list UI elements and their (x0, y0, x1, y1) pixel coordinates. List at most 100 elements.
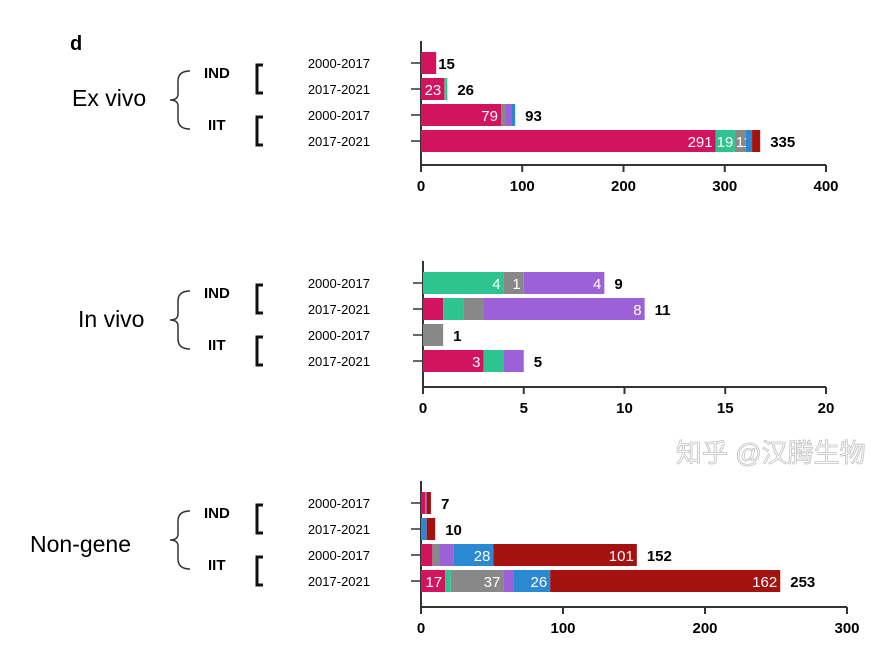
x-tick-label: 0 (417, 178, 425, 195)
segment-label: 4 (492, 276, 500, 293)
row-label: 2000-2017 (308, 496, 370, 511)
bar-segment-blue (746, 130, 753, 152)
bar-segment-gray (500, 104, 506, 126)
bar-segment-gray (450, 570, 504, 592)
row-label: 2000-2017 (308, 108, 370, 123)
segment-label: 28 (474, 548, 491, 565)
total-label: 10 (445, 522, 462, 539)
total-label: 15 (438, 56, 455, 73)
x-tick-label: 20 (818, 400, 835, 417)
bar-segment-magenta (423, 298, 444, 320)
group-label: In vivo (78, 306, 144, 332)
bracket (255, 63, 263, 95)
segment-label: 19 (717, 134, 734, 151)
bar-segment-gray (444, 78, 446, 100)
bar-segment-magenta (421, 130, 716, 152)
panel-non-gene: Non-gene 0 100 200 300 IND 2000-2017 7 2017-2021… (30, 481, 860, 637)
segment-label: 37 (484, 574, 501, 591)
bar-segment-magenta (421, 544, 433, 566)
bar-segment-magenta (421, 492, 426, 514)
bar-segment-green (445, 570, 451, 592)
curly-brace (169, 290, 191, 350)
bar-segment-darkred (426, 492, 431, 514)
bar-segment-darkred (752, 130, 761, 152)
bar-segment-purple (503, 570, 514, 592)
segment-label: 8 (633, 302, 641, 319)
bar-segment-purple (439, 544, 454, 566)
row-label: 2017-2021 (308, 522, 370, 537)
segment-label: 162 (752, 574, 777, 591)
subgroup-label: IND (204, 505, 230, 522)
total-label: 11 (655, 302, 671, 319)
x-tick-label: 200 (611, 178, 636, 195)
bar-segment-purple (505, 104, 512, 126)
bracket (255, 335, 263, 367)
bracket (255, 115, 263, 147)
bracket (255, 503, 263, 535)
bar-segment-gray (423, 324, 444, 346)
segment-label: 3 (472, 354, 480, 371)
bracket (255, 283, 263, 315)
total-label: 253 (790, 574, 815, 591)
bar-segment-magenta (423, 350, 484, 372)
bar-segment-green (423, 272, 504, 294)
segment-label: 23 (425, 82, 442, 99)
segment-label: 1 (512, 276, 520, 293)
subgroup-label: IND (204, 65, 230, 82)
group-label: Non-gene (30, 531, 131, 557)
subgroup-label: IIT (208, 117, 226, 134)
segment-label: 101 (609, 548, 634, 565)
x-tick-label: 300 (834, 620, 859, 637)
bar-segment-darkred (493, 544, 637, 566)
row-label: 2017-2021 (308, 82, 370, 97)
bar-segment-blue (453, 544, 494, 566)
bar-segment-purple (503, 350, 524, 372)
row-label: 2000-2017 (308, 328, 370, 343)
bar-segment-green (445, 78, 448, 100)
total-label: 7 (441, 496, 449, 513)
bracket (255, 555, 263, 587)
bar-segment-darkred (426, 518, 436, 540)
subgroup-label: IIT (208, 557, 226, 574)
bar-segment-magenta (421, 78, 445, 100)
total-label: 26 (457, 82, 474, 99)
segment-label: 291 (688, 134, 713, 151)
x-tick-label: 0 (419, 400, 427, 417)
bar-segment-gray (503, 272, 524, 294)
bar-segment-magenta (421, 104, 501, 126)
bar-segment-purple (483, 298, 645, 320)
bar-segment-gray (734, 130, 747, 152)
x-tick-label: 100 (550, 620, 575, 637)
segment-label: 79 (481, 108, 498, 125)
x-tick-label: 400 (813, 178, 838, 195)
segment-label: 4 (593, 276, 601, 293)
x-tick-label: 5 (520, 400, 528, 417)
bar-segment-gray (463, 298, 484, 320)
total-label: 335 (770, 134, 795, 151)
row-label: 2017-2021 (308, 354, 370, 369)
group-label: Ex vivo (72, 85, 146, 111)
total-label: 93 (525, 108, 542, 125)
x-tick-label: 0 (417, 620, 425, 637)
total-label: 1 (453, 328, 461, 345)
bar-segment-magenta (421, 570, 446, 592)
x-tick-label: 200 (692, 620, 717, 637)
bar-segment-blue (421, 518, 427, 540)
bar-segment-blue (513, 570, 551, 592)
curly-brace (169, 70, 191, 130)
bar-segment-green (443, 298, 464, 320)
row-label: 2000-2017 (308, 548, 370, 563)
bar-segment-purple (425, 492, 427, 514)
x-tick-label: 10 (616, 400, 633, 417)
total-label: 152 (647, 548, 672, 565)
row-label: 2017-2021 (308, 134, 370, 149)
x-tick-label: 300 (712, 178, 737, 195)
panel-ex-vivo: Ex vivo 0 100 200 300 400 IND 2000-2017 15 2017-2… (72, 41, 839, 195)
bar-segment-purple (523, 272, 605, 294)
bar-segment-blue (511, 104, 516, 126)
x-tick-label: 15 (717, 400, 734, 417)
curly-brace (169, 510, 191, 570)
bar-segment-green (715, 130, 735, 152)
x-tick-label: 100 (510, 178, 535, 195)
